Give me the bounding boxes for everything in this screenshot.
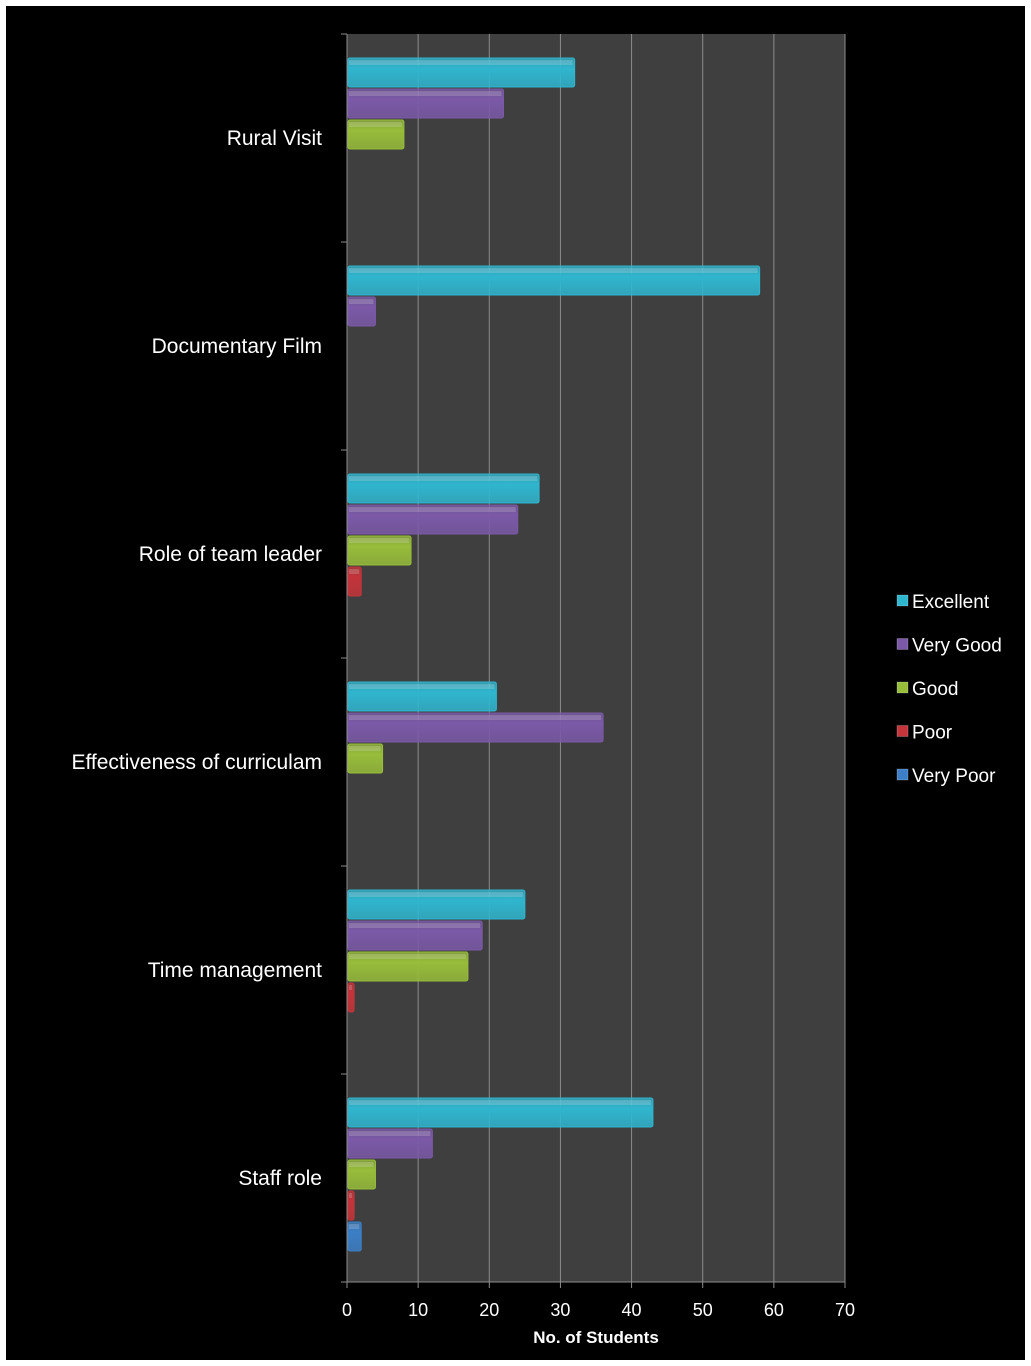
bar-highlight [349, 538, 410, 543]
bar-highlight [349, 892, 523, 897]
bar-highlight [349, 507, 516, 512]
bar [347, 889, 526, 920]
axes: 0 10 20 30 40 50 60 70 [341, 33, 855, 1320]
bar-highlight [349, 715, 602, 720]
category-label: Effectiveness of curriculam [71, 751, 322, 774]
bar-highlight [349, 923, 481, 928]
legend-swatch [896, 725, 909, 737]
x-tick-label: 60 [764, 1300, 784, 1320]
x-axis-title: No. of Students [533, 1328, 659, 1347]
category-label: Time management [148, 959, 322, 982]
bar [347, 296, 376, 327]
bar [347, 681, 497, 712]
x-tick-label: 70 [835, 1300, 855, 1320]
x-tick-label: 20 [479, 1300, 499, 1320]
bar [347, 504, 519, 535]
legend-swatch [896, 638, 909, 650]
legend-swatch [896, 594, 909, 607]
bar [347, 88, 505, 119]
labels: Rural Visit Documentary Film Role of team … [71, 127, 322, 1190]
bar [347, 743, 384, 774]
bar [347, 951, 469, 982]
legend-label: Poor [912, 723, 953, 744]
bar-highlight [349, 1131, 431, 1136]
category-label: Documentary Film [152, 335, 322, 358]
bar [347, 265, 761, 296]
legend-label: Excellent [912, 592, 990, 613]
bar [347, 1128, 433, 1159]
legend-item: Very Poor [896, 766, 996, 787]
legend: Excellent Very Good Good Poor Very Poor [896, 592, 1002, 787]
bar-highlight [349, 476, 538, 481]
legend-item: Excellent [896, 592, 990, 613]
x-tick-label: 0 [342, 1300, 352, 1320]
bar-highlight [349, 746, 381, 751]
category-label: Rural Visit [227, 127, 322, 150]
x-tick-label: 30 [550, 1300, 570, 1320]
bar-highlight [349, 985, 353, 990]
legend-label: Good [912, 679, 958, 700]
bar-highlight [349, 122, 402, 127]
chart-container: 0 10 20 30 40 50 60 70 Rural Visit Documentary F… [6, 6, 1025, 1360]
bar [347, 473, 540, 504]
bar [347, 920, 483, 951]
plot-area [347, 34, 845, 1282]
bar [347, 119, 405, 150]
bar [347, 57, 576, 88]
bar-highlight [349, 569, 360, 574]
x-tick-label: 50 [693, 1300, 713, 1320]
legend-item: Poor [896, 723, 953, 744]
bar-highlight [349, 1162, 374, 1167]
gridlines [417, 34, 846, 1282]
bar [347, 535, 412, 566]
bars [347, 57, 761, 1252]
legend-label: Very Good [912, 636, 1002, 657]
x-tick-label: 10 [408, 1300, 428, 1320]
bar [347, 1221, 362, 1252]
bar-highlight [349, 299, 374, 304]
bar-highlight [349, 954, 466, 959]
legend-swatch [896, 681, 909, 694]
legend-swatch [896, 768, 909, 781]
bar-highlight [349, 684, 495, 689]
legend-item: Good [896, 679, 958, 700]
bar-highlight [349, 1100, 651, 1105]
bar [347, 1097, 654, 1128]
legend-label: Very Poor [912, 766, 996, 787]
bar [347, 1190, 355, 1221]
bar-highlight [349, 91, 502, 96]
legend-item: Very Good [896, 636, 1002, 657]
bar [347, 566, 362, 597]
bar-highlight [349, 1224, 360, 1229]
category-label: Staff role [238, 1167, 322, 1190]
bar-highlight [349, 268, 758, 273]
category-label: Role of team leader [139, 543, 322, 566]
bar-highlight [349, 1193, 353, 1198]
bar [347, 712, 604, 743]
bar-chart: 0 10 20 30 40 50 60 70 Rural Visit Documentary F… [71, 33, 1002, 1347]
bar [347, 982, 355, 1013]
bar-highlight [349, 60, 573, 65]
x-tick-label: 40 [622, 1300, 642, 1320]
bar [347, 1159, 376, 1190]
